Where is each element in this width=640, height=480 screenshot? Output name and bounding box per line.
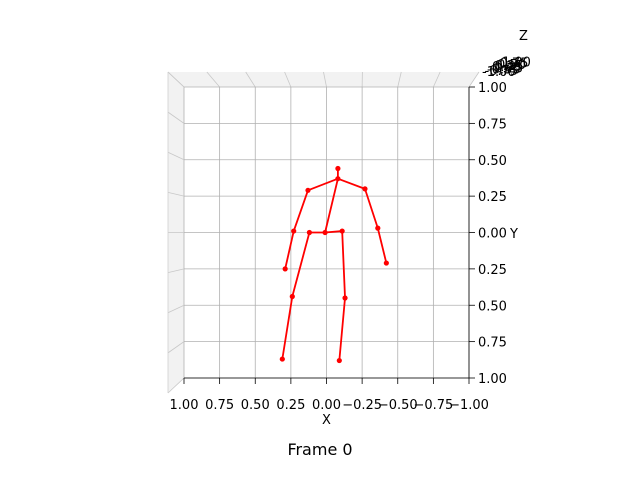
skeleton-joint <box>342 295 347 300</box>
skeleton-joint <box>340 228 345 233</box>
x-tick-label: −0.50 <box>378 398 418 413</box>
x-tick-label: −0.25 <box>342 398 382 413</box>
x-tick-label: 0.50 <box>241 398 270 413</box>
x-axis-label: X <box>322 413 331 428</box>
y-tick-label: 0.75 <box>478 336 507 351</box>
x-tick-label: 0.75 <box>205 398 234 413</box>
y-tick-label: 0.00 <box>478 227 507 242</box>
x-tick-label: 0.25 <box>276 398 305 413</box>
z-tick-label: 1.00 <box>502 55 531 70</box>
skeleton-joint <box>375 226 380 231</box>
skeleton-joint <box>305 188 310 193</box>
figure-title: Frame 0 <box>0 440 640 459</box>
z-axis-label: Z <box>519 29 528 44</box>
skeleton-joint <box>291 228 296 233</box>
y-tick-label: 0.25 <box>478 190 507 205</box>
skeleton-joint <box>337 358 342 363</box>
y-tick-label: 0.25 <box>478 263 507 278</box>
skeleton-joint <box>335 176 340 181</box>
x-tick-label: −1.00 <box>449 398 489 413</box>
skeleton-joint <box>283 266 288 271</box>
x-tick-label: −0.75 <box>413 398 453 413</box>
y-tick-label: 0.75 <box>478 117 507 132</box>
top-pane <box>168 72 479 87</box>
y-tick-label: 0.50 <box>478 299 507 314</box>
y-tick-label: 1.00 <box>478 81 507 96</box>
y-tick-label: 0.50 <box>478 154 507 169</box>
y-tick-label: 1.00 <box>478 372 507 387</box>
x-tick-label: 0.00 <box>312 398 341 413</box>
skeleton-joint <box>335 166 340 171</box>
skeleton-joint <box>322 230 327 235</box>
skeleton-joint <box>280 356 285 361</box>
x-tick-label: 1.00 <box>170 398 199 413</box>
skeleton-joint <box>307 230 312 235</box>
skeleton-joint <box>290 294 295 299</box>
skeleton-joint <box>362 186 367 191</box>
skeleton-joint <box>384 260 389 265</box>
y-axis-label: Y <box>509 227 518 242</box>
